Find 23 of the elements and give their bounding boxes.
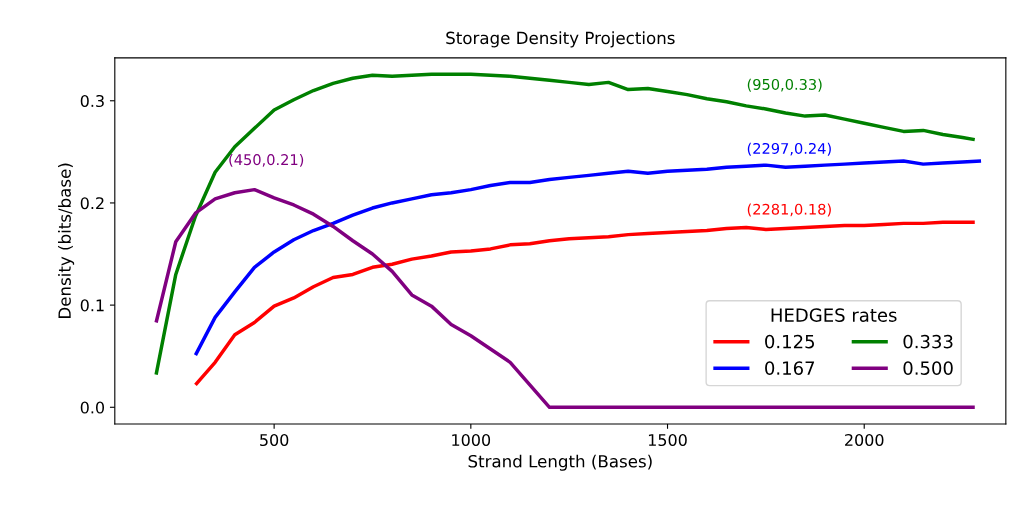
legend-label: 0.333	[903, 334, 953, 349]
y-axis-title: Density (bits/base)	[58, 163, 75, 318]
legend-label: 0.500	[903, 361, 953, 375]
line-series	[154, 72, 977, 377]
y-tick-label: 0.3	[80, 94, 104, 108]
annotation: (950,0.33)	[747, 78, 822, 92]
x-axis-title: Strand Length (Bases)	[468, 454, 652, 471]
x-tick-label: 2000	[845, 433, 884, 447]
annotation: (2281,0.18)	[747, 203, 831, 217]
chart-title: Storage Density Projections	[446, 31, 675, 48]
line-series	[154, 187, 977, 410]
legend-title: HEDGES rates	[771, 308, 897, 322]
annotation: (450,0.21)	[229, 153, 304, 167]
legend-label: 0.167	[765, 361, 815, 375]
x-tick-label: 1000	[452, 433, 491, 447]
annotation: (2297,0.24)	[747, 142, 831, 156]
legend-label: 0.125	[765, 334, 815, 349]
line-series	[193, 220, 977, 387]
x-tick-label: 1500	[648, 433, 687, 447]
y-tick-label: 0.1	[80, 299, 104, 312]
x-tick-label: 500	[260, 433, 289, 447]
y-tick-label: 0.0	[80, 401, 105, 414]
y-tick-label: 0.2	[80, 197, 104, 210]
